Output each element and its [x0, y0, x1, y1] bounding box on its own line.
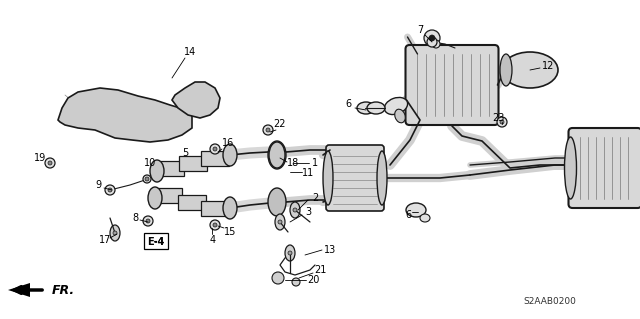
Circle shape: [288, 251, 292, 255]
Circle shape: [429, 35, 435, 41]
Circle shape: [497, 117, 507, 127]
Polygon shape: [179, 155, 207, 170]
Text: 7: 7: [417, 25, 423, 35]
Circle shape: [293, 208, 297, 212]
Ellipse shape: [367, 102, 385, 114]
Polygon shape: [201, 151, 229, 166]
Circle shape: [427, 37, 437, 47]
FancyBboxPatch shape: [326, 145, 384, 211]
Ellipse shape: [420, 214, 430, 222]
Text: S2AAB0200: S2AAB0200: [524, 298, 577, 307]
Ellipse shape: [148, 187, 162, 209]
Circle shape: [143, 175, 151, 183]
Circle shape: [432, 40, 440, 48]
Text: 6: 6: [405, 210, 411, 220]
Circle shape: [108, 188, 112, 192]
Polygon shape: [172, 82, 220, 118]
Text: E-4: E-4: [147, 237, 164, 247]
Circle shape: [278, 220, 282, 224]
Ellipse shape: [377, 151, 387, 205]
Text: 23: 23: [492, 113, 504, 123]
Ellipse shape: [395, 109, 405, 123]
Text: 21: 21: [314, 265, 326, 275]
Circle shape: [263, 125, 273, 135]
Text: 3: 3: [305, 207, 311, 217]
Ellipse shape: [269, 142, 285, 168]
Ellipse shape: [275, 214, 285, 230]
Circle shape: [292, 278, 300, 286]
Ellipse shape: [500, 54, 512, 86]
Circle shape: [45, 158, 55, 168]
Text: 11: 11: [302, 168, 314, 178]
Ellipse shape: [564, 137, 577, 199]
Ellipse shape: [223, 197, 237, 219]
Text: 9: 9: [95, 180, 101, 190]
Text: 12: 12: [542, 61, 554, 71]
Ellipse shape: [223, 144, 237, 166]
Text: 5: 5: [182, 148, 188, 158]
Ellipse shape: [385, 97, 408, 115]
Circle shape: [272, 272, 284, 284]
Ellipse shape: [502, 52, 558, 88]
Text: FR.: FR.: [52, 284, 75, 296]
Text: 19: 19: [34, 153, 46, 163]
Circle shape: [48, 161, 52, 165]
Text: 4: 4: [210, 235, 216, 245]
Circle shape: [500, 120, 504, 124]
Text: 2: 2: [312, 193, 318, 203]
Ellipse shape: [285, 245, 295, 261]
Polygon shape: [154, 188, 182, 203]
Circle shape: [213, 147, 217, 151]
FancyBboxPatch shape: [568, 128, 640, 208]
Text: 10: 10: [144, 158, 156, 168]
Text: E-4: E-4: [148, 237, 164, 247]
Text: 13: 13: [324, 245, 336, 255]
Circle shape: [145, 177, 149, 181]
Circle shape: [113, 231, 117, 235]
FancyBboxPatch shape: [406, 45, 499, 125]
Ellipse shape: [268, 141, 286, 169]
Ellipse shape: [406, 203, 426, 217]
Polygon shape: [156, 160, 184, 175]
Text: 15: 15: [224, 227, 236, 237]
Text: 1: 1: [312, 158, 318, 168]
FancyBboxPatch shape: [144, 233, 168, 249]
Polygon shape: [201, 201, 229, 216]
Polygon shape: [8, 283, 30, 297]
Text: 18: 18: [287, 158, 299, 168]
Circle shape: [143, 216, 153, 226]
Circle shape: [266, 128, 270, 132]
Ellipse shape: [110, 225, 120, 241]
Polygon shape: [178, 195, 206, 210]
Text: 6: 6: [345, 99, 351, 109]
Ellipse shape: [290, 202, 300, 218]
Circle shape: [424, 30, 440, 46]
Ellipse shape: [150, 160, 164, 182]
Text: 8: 8: [132, 213, 138, 223]
Circle shape: [213, 223, 217, 227]
Text: 16: 16: [222, 138, 234, 148]
Polygon shape: [58, 88, 192, 142]
Circle shape: [210, 144, 220, 154]
Circle shape: [146, 219, 150, 223]
Circle shape: [105, 185, 115, 195]
Circle shape: [210, 220, 220, 230]
Ellipse shape: [268, 188, 286, 216]
Text: 14: 14: [184, 47, 196, 57]
Ellipse shape: [323, 151, 333, 205]
Ellipse shape: [357, 102, 375, 114]
Text: 17: 17: [99, 235, 111, 245]
Text: 20: 20: [307, 275, 319, 285]
Text: 22: 22: [274, 119, 286, 129]
